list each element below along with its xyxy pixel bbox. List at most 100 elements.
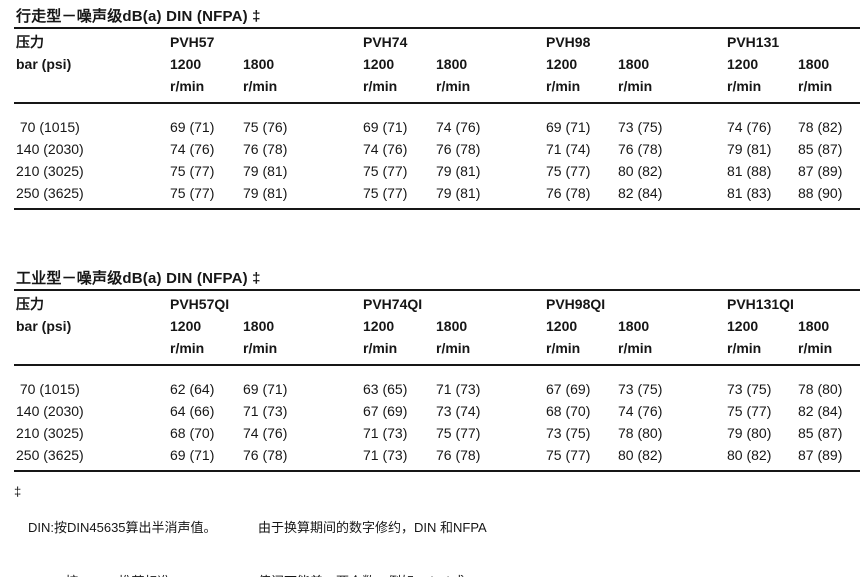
speed-header: 1800 — [243, 318, 275, 334]
noise-value-cell: 87 (89) — [798, 447, 843, 463]
noise-value-cell: 71 (73) — [363, 447, 408, 463]
noise-value-cell: 76 (78) — [546, 185, 591, 201]
unit-header: r/min — [727, 78, 762, 94]
footnote-right-text: 由于换算期间的数字修约，DIN 和NFPA 值间可能差一两个数；例如69(71)… — [258, 483, 487, 577]
unit-header: r/min — [170, 78, 205, 94]
noise-value-cell: 76 (78) — [243, 447, 288, 463]
noise-value-cell: 80 (82) — [727, 447, 772, 463]
noise-value-cell: 76 (78) — [243, 141, 288, 157]
noise-value-cell: 81 (83) — [727, 185, 772, 201]
noise-value-cell: 82 (84) — [618, 185, 663, 201]
pressure-cell: 250 (3625) — [16, 447, 84, 463]
unit-header: r/min — [618, 340, 653, 356]
noise-value-cell: 74 (76) — [727, 119, 772, 135]
unit-header: r/min — [170, 340, 205, 356]
noise-value-cell: 79 (81) — [727, 141, 772, 157]
noise-value-cell: 75 (77) — [546, 163, 591, 179]
noise-value-cell: 74 (76) — [363, 141, 408, 157]
speed-header: 1800 — [798, 318, 830, 334]
pressure-cell: 70 (1015) — [16, 119, 80, 135]
pressure-cell: 210 (3025) — [16, 163, 84, 179]
noise-value-cell: 69 (71) — [170, 119, 215, 135]
table-rule — [14, 470, 860, 472]
pressure-cell: 250 (3625) — [16, 185, 84, 201]
footnote-line: DIN:按DIN45635算出半消声值。 — [28, 520, 217, 535]
table-rule — [14, 27, 860, 29]
noise-value-cell: 79 (81) — [243, 163, 288, 179]
noise-value-cell: 76 (78) — [618, 141, 663, 157]
table-rule — [14, 364, 860, 366]
noise-value-cell: 85 (87) — [798, 141, 843, 157]
pressure-header: 压力 — [16, 34, 44, 50]
pressure-unit-header: bar (psi) — [16, 318, 72, 334]
table-rule — [14, 102, 860, 104]
noise-value-cell: 69 (71) — [243, 381, 288, 397]
table-title: 行走型－噪声级dB(a) DIN (NFPA) ‡ — [16, 8, 261, 25]
pump-column-header: PVH57 — [170, 34, 215, 50]
unit-header: r/min — [798, 78, 833, 94]
pressure-cell: 140 (2030) — [16, 141, 84, 157]
noise-value-cell: 78 (80) — [798, 381, 843, 397]
noise-value-cell: 69 (71) — [363, 119, 408, 135]
pump-column-header: PVH74 — [363, 34, 408, 50]
noise-value-cell: 80 (82) — [618, 447, 663, 463]
speed-header: 1800 — [243, 56, 275, 72]
noise-value-cell: 69 (71) — [546, 119, 591, 135]
noise-value-cell: 73 (75) — [727, 381, 772, 397]
table-header: 压力 bar (psi) PVH57 PVH74 PVH98 PVH131 12… — [16, 31, 860, 97]
pump-column-header: PVH57QI — [170, 296, 230, 312]
noise-value-cell: 73 (75) — [546, 425, 591, 441]
noise-value-cell: 68 (70) — [170, 425, 215, 441]
speed-header: 1200 — [727, 318, 759, 334]
speed-header: 1200 — [170, 56, 202, 72]
noise-value-cell: 76 (78) — [436, 447, 481, 463]
noise-value-cell: 74 (76) — [243, 425, 288, 441]
noise-value-cell: 71 (74) — [546, 141, 591, 157]
noise-value-cell: 67 (69) — [363, 403, 408, 419]
table-title: 工业型－噪声级dB(a) DIN (NFPA) ‡ — [16, 270, 261, 287]
speed-header: 1200 — [546, 318, 578, 334]
pump-column-header: PVH131QI — [727, 296, 794, 312]
noise-value-cell: 81 (88) — [727, 163, 772, 179]
speed-header: 1200 — [546, 56, 578, 72]
pressure-unit-header: bar (psi) — [16, 56, 72, 72]
noise-value-cell: 79 (81) — [436, 185, 481, 201]
noise-value-cell: 71 (73) — [243, 403, 288, 419]
noise-value-cell: 63 (65) — [363, 381, 408, 397]
speed-header: 1800 — [436, 318, 468, 334]
noise-value-cell: 75 (77) — [363, 185, 408, 201]
noise-value-cell: 82 (84) — [798, 403, 843, 419]
noise-value-cell: 67 (69) — [546, 381, 591, 397]
unit-header: r/min — [546, 78, 581, 94]
pressure-cell: 70 (1015) — [16, 381, 80, 397]
table-header: 压力 bar (psi) PVH57QI PVH74QI PVH98QI PVH… — [16, 293, 860, 359]
unit-header: r/min — [798, 340, 833, 356]
noise-value-cell: 75 (77) — [363, 163, 408, 179]
table-rule — [14, 289, 860, 291]
footnote-left-text: DIN:按DIN45635算出半消声值。 NFPA:按 NFPA 推荐标准 T3… — [28, 483, 217, 577]
noise-value-cell: 74 (76) — [436, 119, 481, 135]
noise-value-cell: 85 (87) — [798, 425, 843, 441]
speed-header: 1800 — [798, 56, 830, 72]
noise-value-cell: 73 (75) — [618, 119, 663, 135]
unit-header: r/min — [363, 78, 398, 94]
noise-value-cell: 75 (77) — [170, 185, 215, 201]
noise-value-cell: 69 (71) — [170, 447, 215, 463]
noise-value-cell: 71 (73) — [363, 425, 408, 441]
noise-value-cell: 75 (77) — [170, 163, 215, 179]
speed-header: 1200 — [170, 318, 202, 334]
noise-value-cell: 62 (64) — [170, 381, 215, 397]
pump-column-header: PVH74QI — [363, 296, 423, 312]
noise-value-cell: 68 (70) — [546, 403, 591, 419]
unit-header: r/min — [436, 340, 471, 356]
speed-header: 1800 — [436, 56, 468, 72]
speed-header: 1800 — [618, 56, 650, 72]
noise-value-cell: 87 (89) — [798, 163, 843, 179]
speed-header: 1200 — [363, 318, 395, 334]
footnote-line: NFPA:按 NFPA 推荐标准 T3.9.7 — [28, 573, 217, 577]
unit-header: r/min — [436, 78, 471, 94]
mobile-noise-table: 行走型－噪声级dB(a) DIN (NFPA) ‡ 压力 bar (psi) P… — [0, 0, 868, 214]
pump-column-header: PVH98 — [546, 34, 591, 50]
speed-header: 1800 — [618, 318, 650, 334]
